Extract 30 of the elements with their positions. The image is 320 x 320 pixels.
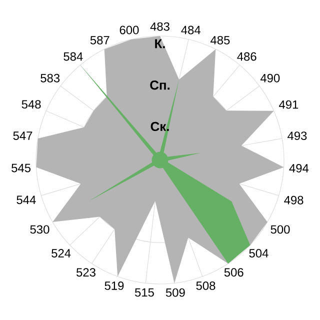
spoke-label: 494	[289, 164, 309, 172]
spoke-label: 500	[270, 225, 290, 234]
spoke-label: 509	[166, 288, 185, 297]
spoke-label: 515	[134, 288, 154, 297]
spoke-label: 547	[13, 132, 32, 140]
spoke-label: 490	[260, 74, 280, 82]
spoke-label: 486	[237, 52, 256, 61]
spoke-label: 530	[30, 225, 50, 234]
y-tick-label: К.	[155, 39, 165, 48]
spoke-label: 548	[22, 100, 41, 109]
y-tick-label: Сп.	[150, 80, 170, 90]
spoke-label: 583	[40, 74, 60, 82]
spoke-label: 484	[181, 26, 200, 34]
spoke-label: 498	[284, 196, 304, 204]
spoke-label: 544	[16, 196, 36, 204]
spoke-label: 508	[196, 281, 216, 290]
y-tick-label: Ск.	[150, 122, 169, 132]
spoke-label: 523	[76, 268, 96, 277]
spoke-label: 485	[210, 36, 230, 44]
spoke-label: 587	[90, 36, 110, 44]
spoke-label: 491	[279, 100, 298, 109]
spoke-label: 493	[288, 132, 307, 140]
spoke-label: 504	[249, 249, 268, 258]
spoke-label: 483	[150, 22, 170, 31]
spoke-label: 584	[64, 52, 83, 61]
spoke-label: 519	[104, 281, 124, 290]
spoke-label: 524	[52, 249, 71, 258]
spoke-label: 545	[12, 164, 31, 172]
spoke-label: 506	[224, 268, 244, 277]
spoke-label: 600	[120, 26, 139, 34]
